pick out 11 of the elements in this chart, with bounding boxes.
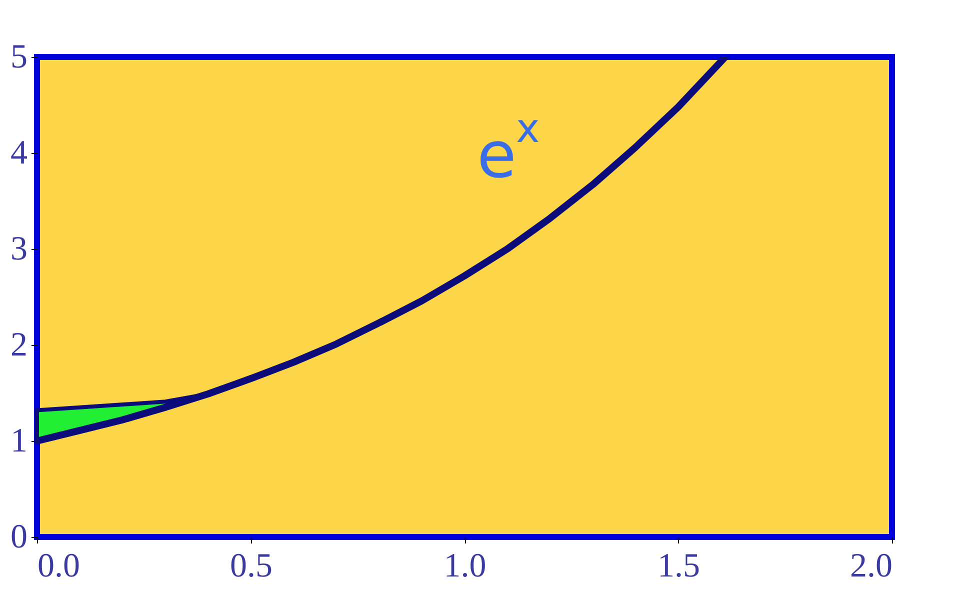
y-tick-label: 5 [10, 38, 28, 76]
x-tick-label: 1.5 [658, 548, 700, 584]
x-tick-label: 0.0 [38, 548, 80, 584]
x-tick-label: 0.5 [230, 548, 272, 584]
y-tick-label: 3 [10, 230, 28, 268]
x-tick-label: 2.0 [850, 548, 892, 584]
y-tick-label: 4 [10, 134, 28, 172]
y-tick-label: 2 [10, 326, 28, 364]
x-tick-label: 1.0 [444, 548, 486, 584]
y-tick-label: 0 [10, 518, 28, 556]
y-tick-label: 1 [10, 422, 28, 460]
